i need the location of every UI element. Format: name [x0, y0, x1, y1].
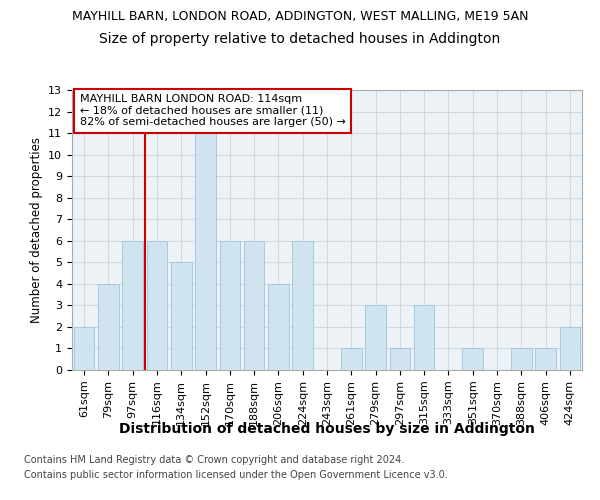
- Bar: [292, 241, 313, 370]
- Text: Distribution of detached houses by size in Addington: Distribution of detached houses by size …: [119, 422, 535, 436]
- Bar: [463, 348, 483, 370]
- Text: Size of property relative to detached houses in Addington: Size of property relative to detached ho…: [100, 32, 500, 46]
- Text: Contains HM Land Registry data © Crown copyright and database right 2024.: Contains HM Land Registry data © Crown c…: [24, 455, 404, 465]
- Bar: [560, 327, 580, 370]
- Bar: [74, 327, 94, 370]
- Bar: [122, 241, 143, 370]
- Bar: [511, 348, 532, 370]
- Bar: [535, 348, 556, 370]
- Bar: [341, 348, 362, 370]
- Bar: [171, 262, 191, 370]
- Bar: [389, 348, 410, 370]
- Bar: [146, 241, 167, 370]
- Bar: [195, 133, 216, 370]
- Text: MAYHILL BARN, LONDON ROAD, ADDINGTON, WEST MALLING, ME19 5AN: MAYHILL BARN, LONDON ROAD, ADDINGTON, WE…: [72, 10, 528, 23]
- Bar: [98, 284, 119, 370]
- Bar: [414, 306, 434, 370]
- Text: MAYHILL BARN LONDON ROAD: 114sqm
← 18% of detached houses are smaller (11)
82% o: MAYHILL BARN LONDON ROAD: 114sqm ← 18% o…: [80, 94, 346, 128]
- Bar: [220, 241, 240, 370]
- Text: Contains public sector information licensed under the Open Government Licence v3: Contains public sector information licen…: [24, 470, 448, 480]
- Bar: [244, 241, 265, 370]
- Bar: [365, 306, 386, 370]
- Bar: [268, 284, 289, 370]
- Y-axis label: Number of detached properties: Number of detached properties: [29, 137, 43, 323]
